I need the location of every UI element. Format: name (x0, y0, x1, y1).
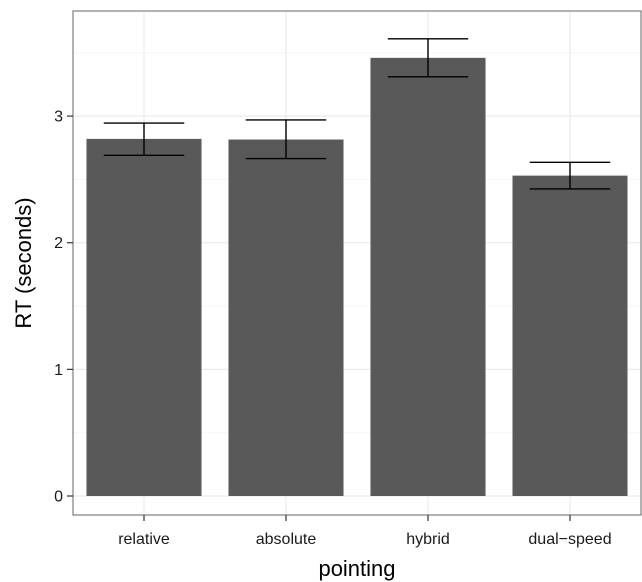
bar (370, 57, 486, 497)
x-axis: relative absolute hybrid dual−speed (118, 515, 612, 548)
plot-border (72, 10, 642, 516)
y-axis-title: RT (seconds) (11, 197, 36, 328)
error-bar (387, 38, 469, 78)
error-bar (103, 122, 185, 157)
y-tick-label: 2 (54, 235, 63, 252)
x-tick-label: relative (118, 531, 170, 548)
bar (86, 138, 202, 497)
bar (228, 139, 344, 497)
bar (512, 175, 628, 497)
y-tick-label: 1 (54, 362, 63, 379)
y-tick-label: 0 (54, 489, 63, 506)
error-bar (529, 161, 611, 190)
x-tick-label: absolute (256, 531, 317, 548)
error-bar (245, 119, 327, 160)
y-tick-label: 3 (54, 109, 63, 126)
x-tick-label: dual−speed (528, 531, 611, 548)
y-axis: 0 1 2 3 (54, 109, 73, 506)
x-axis-title: pointing (318, 556, 395, 581)
x-tick-label: hybrid (406, 531, 450, 548)
bars (86, 57, 628, 497)
error-bars (103, 38, 611, 190)
